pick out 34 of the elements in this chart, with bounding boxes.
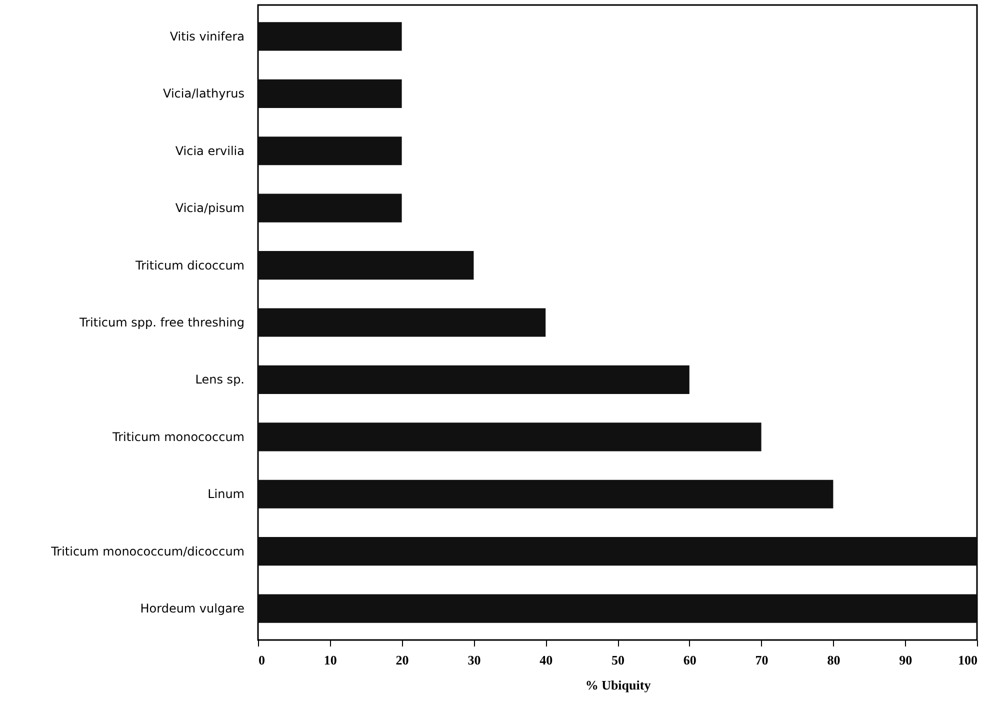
bar — [258, 136, 402, 166]
bar — [258, 79, 402, 108]
x-tick-label: 80 — [827, 652, 840, 668]
x-tick-label: 90 — [899, 652, 912, 668]
y-tick-label: Triticum monococcum/dicoccum — [50, 544, 244, 558]
y-tick-label: Vitis vinifera — [170, 29, 244, 44]
x-tick-label: 60 — [683, 652, 696, 668]
x-tick-label: 100 — [958, 652, 978, 668]
x-tick-label: 40 — [540, 652, 553, 668]
bar — [258, 594, 977, 623]
bar — [258, 422, 762, 452]
x-tick-label: 10 — [324, 652, 337, 668]
y-tick-label: Triticum monococcum — [112, 430, 244, 444]
y-tick-label: Hordeum vulgare — [140, 602, 244, 616]
y-tick-label: Vicia/lathyrus — [163, 86, 244, 101]
x-tick-label: 20 — [396, 652, 409, 668]
y-tick-label: Triticum spp. free threshing — [78, 316, 244, 330]
y-tick-label: Vicia ervilia — [175, 144, 244, 158]
bar — [258, 365, 690, 394]
bar — [258, 480, 834, 508]
y-tick-label: Lens sp. — [195, 372, 244, 387]
y-tick-label: Triticum dicoccum — [134, 258, 244, 272]
bar — [258, 22, 402, 51]
x-axis-title: % Ubiquity — [585, 678, 652, 692]
bar — [258, 537, 977, 566]
y-tick-label: Vicia/pisum — [175, 201, 244, 216]
bar — [258, 250, 474, 280]
bar — [258, 308, 546, 337]
x-tick-label: 0 — [258, 652, 265, 668]
y-tick-label: Linum — [208, 487, 244, 502]
x-tick-label: 50 — [612, 652, 624, 668]
x-tick-label: 70 — [755, 652, 768, 668]
x-tick-label: 30 — [468, 652, 481, 668]
bar — [258, 194, 402, 222]
